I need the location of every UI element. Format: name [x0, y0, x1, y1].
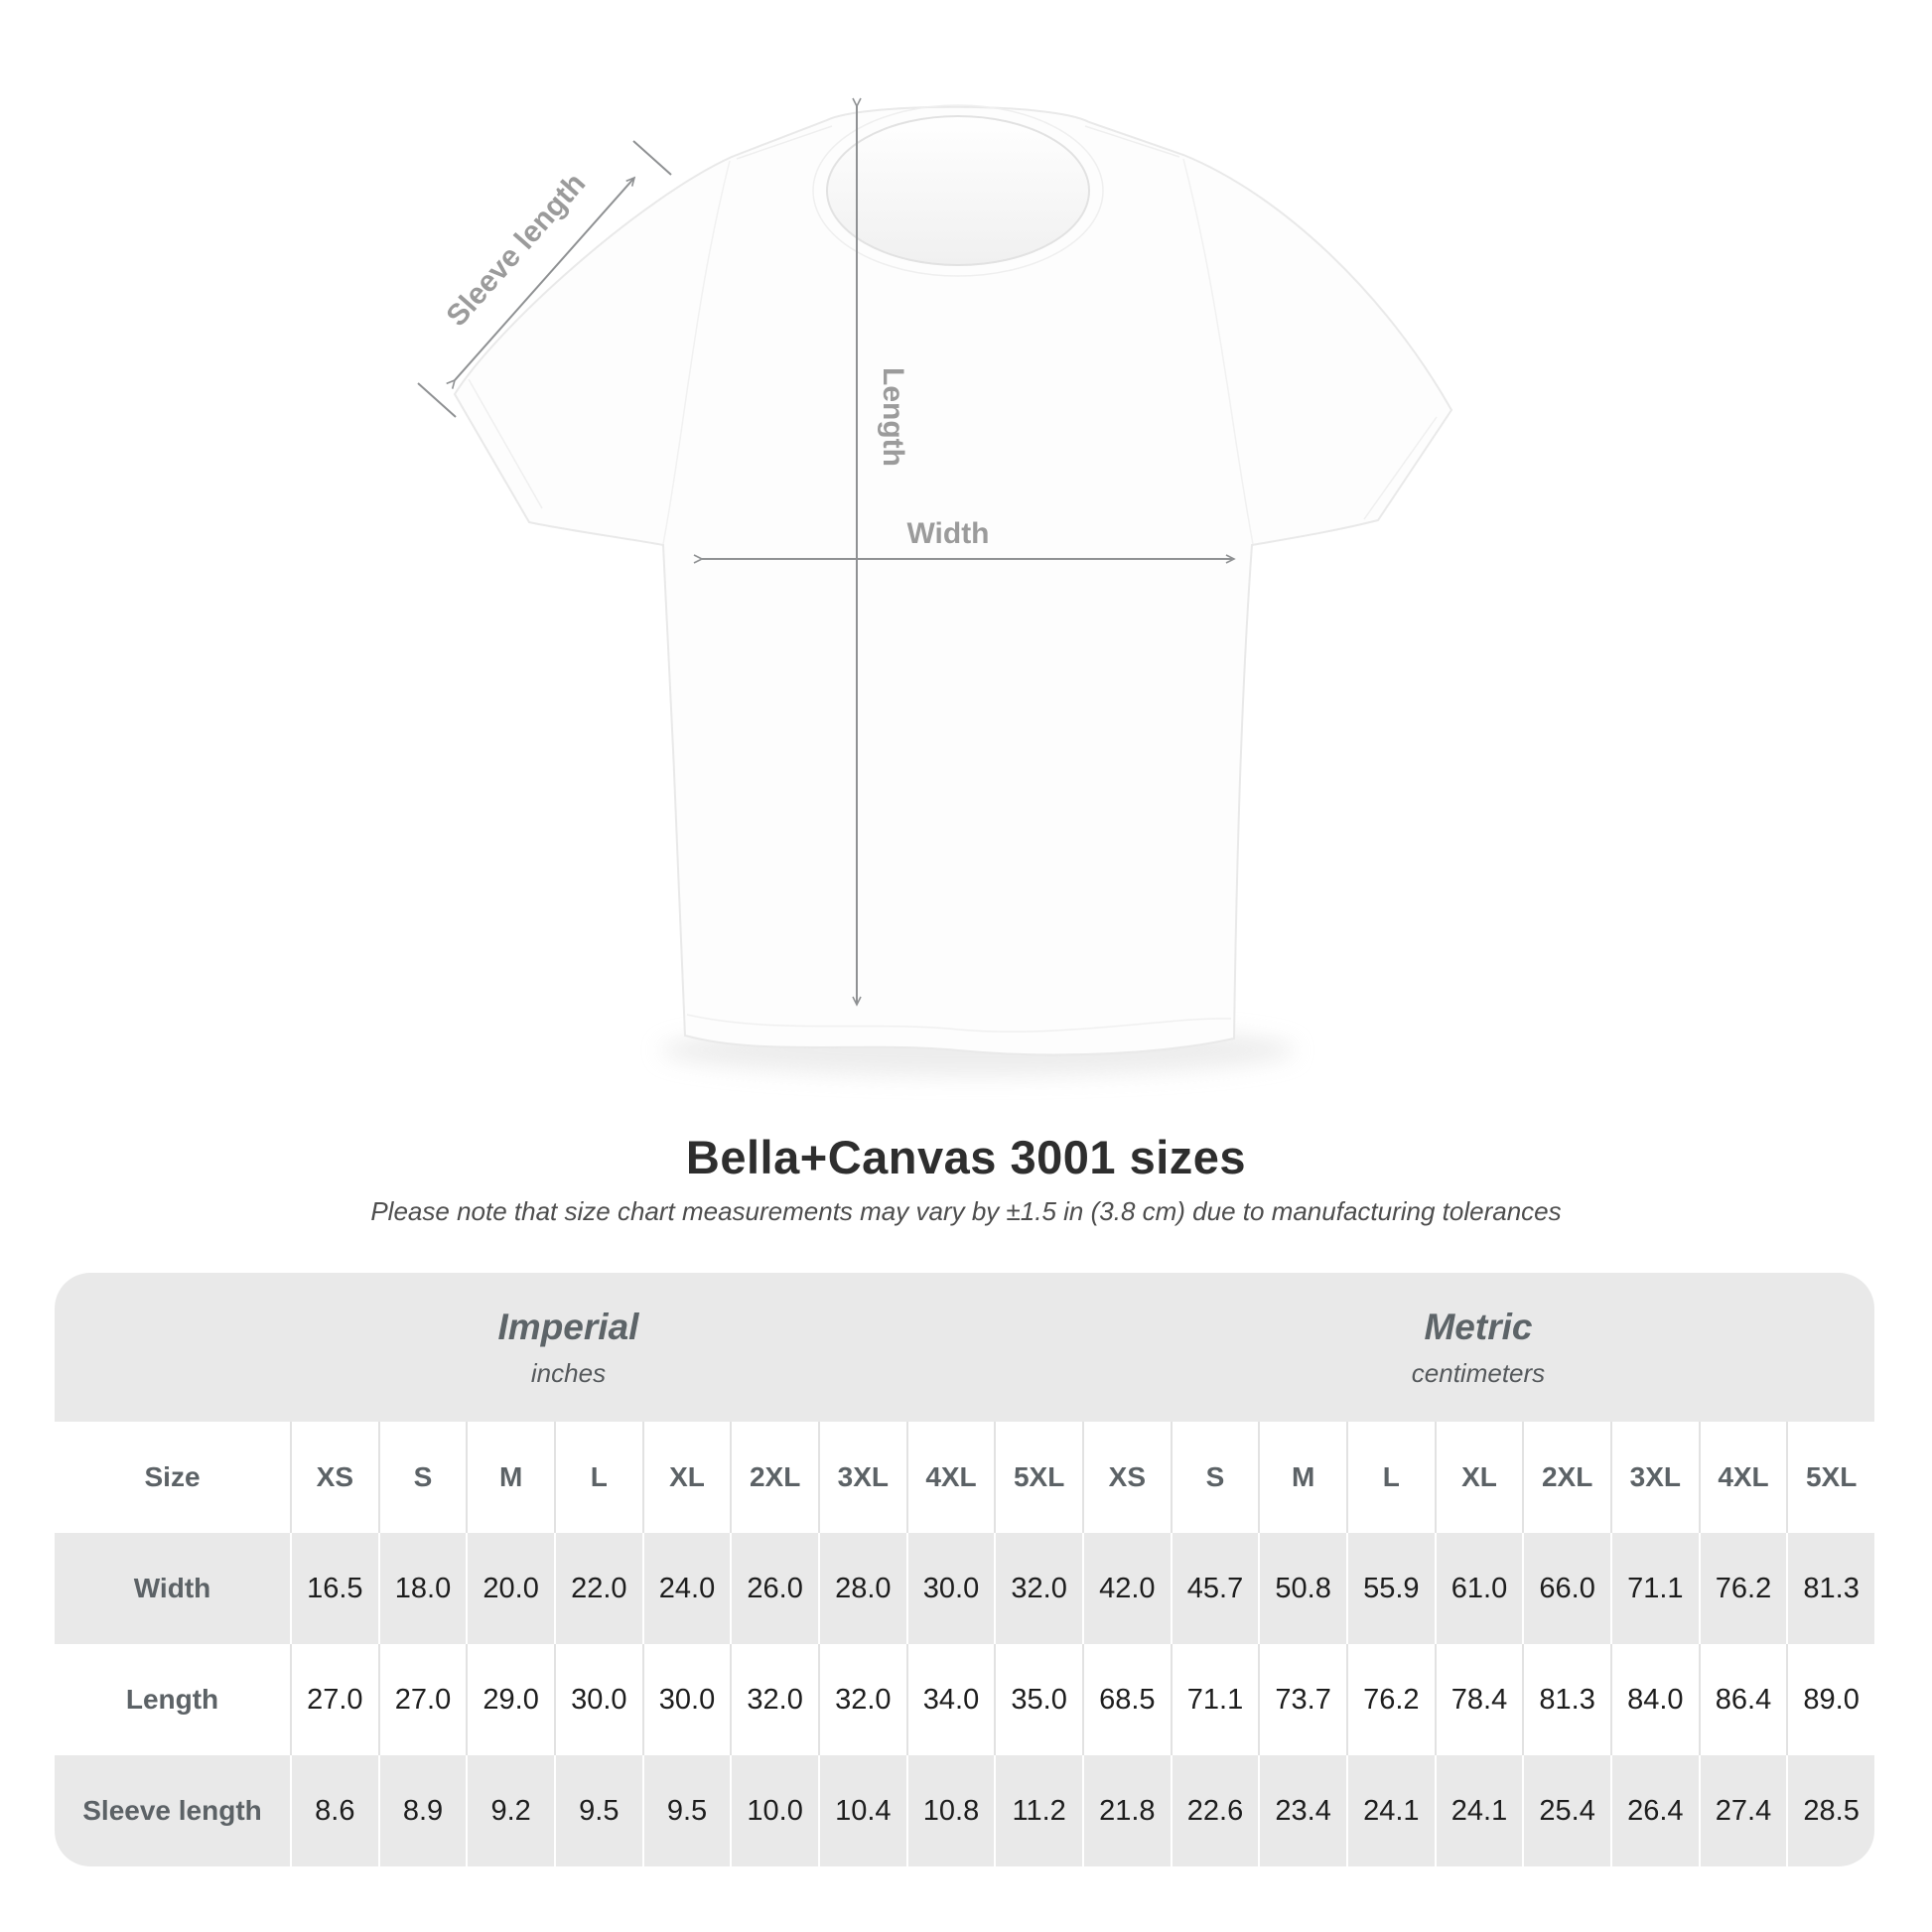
table-cell: 84.0: [1609, 1644, 1699, 1755]
table-cell: 30.0: [553, 1644, 642, 1755]
table-cell: 27.0: [377, 1644, 467, 1755]
table-cell: 16.5: [290, 1533, 378, 1644]
imperial-unit-label: inches: [530, 1357, 607, 1388]
table-cell: 30.0: [905, 1533, 995, 1644]
table-cell: 45.7: [1170, 1533, 1259, 1644]
imperial-group-header: Imperial inches: [55, 1273, 1082, 1422]
table-cell: 73.7: [1258, 1644, 1346, 1755]
size-header-metric: L: [1345, 1422, 1435, 1533]
table-cell: 71.1: [1609, 1533, 1699, 1644]
imperial-label: Imperial: [497, 1306, 639, 1347]
table-cell: 26.4: [1609, 1755, 1699, 1866]
table-cell: 8.6: [290, 1755, 378, 1866]
size-header-imperial: L: [553, 1422, 642, 1533]
table-cell: 26.0: [730, 1533, 818, 1644]
table-cell: 18.0: [377, 1533, 467, 1644]
size-header-imperial: XL: [641, 1422, 731, 1533]
table-cell: 10.0: [730, 1755, 818, 1866]
table-cell: 8.9: [377, 1755, 467, 1866]
table-cell: 81.3: [1786, 1533, 1874, 1644]
table-cell: 9.5: [553, 1755, 642, 1866]
tshirt-illustration: [453, 104, 1453, 1056]
size-table: Imperial inches Metric centimeters Size X…: [55, 1273, 1874, 1866]
table-cell: 32.0: [817, 1644, 906, 1755]
page-title: Bella+Canvas 3001 sizes: [685, 1131, 1247, 1183]
row-label: Sleeve length: [55, 1755, 290, 1866]
table-cell: 50.8: [1258, 1533, 1346, 1644]
size-header-imperial: 5XL: [994, 1422, 1082, 1533]
sleeve-length-arrow: [417, 140, 672, 418]
table-cell: 24.1: [1434, 1755, 1523, 1866]
table-cell: 78.4: [1434, 1644, 1523, 1755]
size-header-imperial: 3XL: [817, 1422, 906, 1533]
table-cell: 10.8: [905, 1755, 995, 1866]
row-label: Width: [55, 1533, 290, 1644]
size-header-imperial: M: [466, 1422, 554, 1533]
table-cell: 76.2: [1698, 1533, 1787, 1644]
table-cell: 35.0: [994, 1644, 1082, 1755]
table-cell: 32.0: [994, 1533, 1082, 1644]
metric-label: Metric: [1424, 1306, 1533, 1347]
table-cell: 61.0: [1434, 1533, 1523, 1644]
table-cell: 11.2: [994, 1755, 1082, 1866]
table-cell: 68.5: [1081, 1644, 1171, 1755]
table-cell: 29.0: [466, 1644, 554, 1755]
size-header-imperial: 2XL: [730, 1422, 818, 1533]
table-cell: 28.5: [1786, 1755, 1874, 1866]
size-header-imperial: S: [377, 1422, 467, 1533]
table-cell: 34.0: [905, 1644, 995, 1755]
size-header-metric: S: [1170, 1422, 1259, 1533]
table-cell: 23.4: [1258, 1755, 1346, 1866]
table-cell: 76.2: [1345, 1644, 1435, 1755]
table-cell: 22.6: [1170, 1755, 1259, 1866]
table-cell: 9.5: [641, 1755, 731, 1866]
table-cell: 30.0: [641, 1644, 731, 1755]
table-cell: 20.0: [466, 1533, 554, 1644]
table-cell: 28.0: [817, 1533, 906, 1644]
table-cell: 86.4: [1698, 1644, 1787, 1755]
size-header-metric: 5XL: [1786, 1422, 1874, 1533]
table-cell: 27.4: [1698, 1755, 1787, 1866]
table-cell: 21.8: [1081, 1755, 1171, 1866]
size-header-metric: 3XL: [1609, 1422, 1699, 1533]
width-label: Width: [906, 517, 989, 550]
tshirt-measurement-diagram: Sleeve length Length Width: [417, 97, 1453, 1076]
table-cell: 24.0: [641, 1533, 731, 1644]
size-header-imperial: 4XL: [905, 1422, 995, 1533]
size-header-metric: 4XL: [1698, 1422, 1787, 1533]
table-cell: 55.9: [1345, 1533, 1435, 1644]
metric-group-header: Metric centimeters: [1081, 1273, 1874, 1422]
tolerance-note: Please note that size chart measurements…: [370, 1196, 1562, 1226]
table-cell: 81.3: [1522, 1644, 1610, 1755]
size-header-imperial: XS: [290, 1422, 378, 1533]
size-column-header: Size: [55, 1422, 290, 1533]
size-header-metric: M: [1258, 1422, 1346, 1533]
table-cell: 9.2: [466, 1755, 554, 1866]
table-cell: 32.0: [730, 1644, 818, 1755]
table-cell: 10.4: [817, 1755, 906, 1866]
row-label: Length: [55, 1644, 290, 1755]
table-cell: 71.1: [1170, 1644, 1259, 1755]
table-cell: 24.1: [1345, 1755, 1435, 1866]
size-header-metric: XS: [1081, 1422, 1171, 1533]
table-cell: 89.0: [1786, 1644, 1874, 1755]
size-header-metric: XL: [1434, 1422, 1523, 1533]
table-cell: 22.0: [553, 1533, 642, 1644]
table-cell: 66.0: [1522, 1533, 1610, 1644]
table-cell: 27.0: [290, 1644, 378, 1755]
table-cell: 42.0: [1081, 1533, 1171, 1644]
size-header-metric: 2XL: [1522, 1422, 1610, 1533]
table-cell: 25.4: [1522, 1755, 1610, 1866]
length-label: Length: [877, 367, 909, 467]
metric-unit-label: centimeters: [1411, 1357, 1546, 1388]
size-table-grid: Imperial inches Metric centimeters Size X…: [55, 1273, 1874, 1866]
